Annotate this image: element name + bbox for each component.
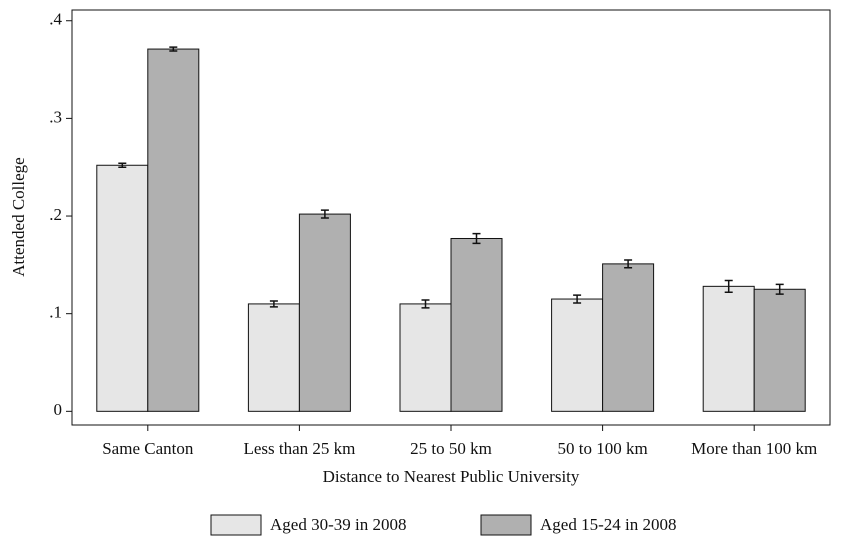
error-bar xyxy=(775,283,784,295)
bar xyxy=(399,303,452,412)
x-tick-label: 50 to 100 km xyxy=(557,439,647,458)
x-tick-label: Same Canton xyxy=(102,439,194,458)
x-tick-label: 25 to 50 km xyxy=(410,439,492,458)
legend-label: Aged 15-24 in 2008 xyxy=(540,515,676,534)
y-tick-label: .3 xyxy=(49,107,62,126)
y-tick-label: 0 xyxy=(54,400,63,419)
bar xyxy=(147,48,200,412)
error-bar xyxy=(269,300,278,308)
error-bar xyxy=(421,299,430,309)
bar xyxy=(702,285,755,412)
bar xyxy=(551,298,604,412)
error-bar xyxy=(472,232,481,245)
y-tick-label: .1 xyxy=(49,303,62,322)
error-bar xyxy=(724,279,733,293)
bar xyxy=(298,213,351,412)
y-axis-title: Attended College xyxy=(9,157,28,276)
legend-swatch xyxy=(210,514,262,536)
x-axis-title: Distance to Nearest Public University xyxy=(323,467,580,486)
bar xyxy=(96,164,149,412)
x-tick-label: Less than 25 km xyxy=(243,439,355,458)
error-bar xyxy=(573,294,582,304)
bar xyxy=(602,263,655,412)
error-bar xyxy=(320,209,329,219)
error-bar xyxy=(624,259,633,269)
error-bar xyxy=(169,46,178,52)
legend-swatch xyxy=(480,514,532,536)
bar xyxy=(753,288,806,412)
error-bar xyxy=(118,162,127,168)
bar xyxy=(247,303,300,412)
legend-label: Aged 30-39 in 2008 xyxy=(270,515,406,534)
x-tick-label: More than 100 km xyxy=(691,439,817,458)
y-tick-label: .4 xyxy=(49,10,62,29)
y-tick-label: .2 xyxy=(49,205,62,224)
bar xyxy=(450,237,503,412)
